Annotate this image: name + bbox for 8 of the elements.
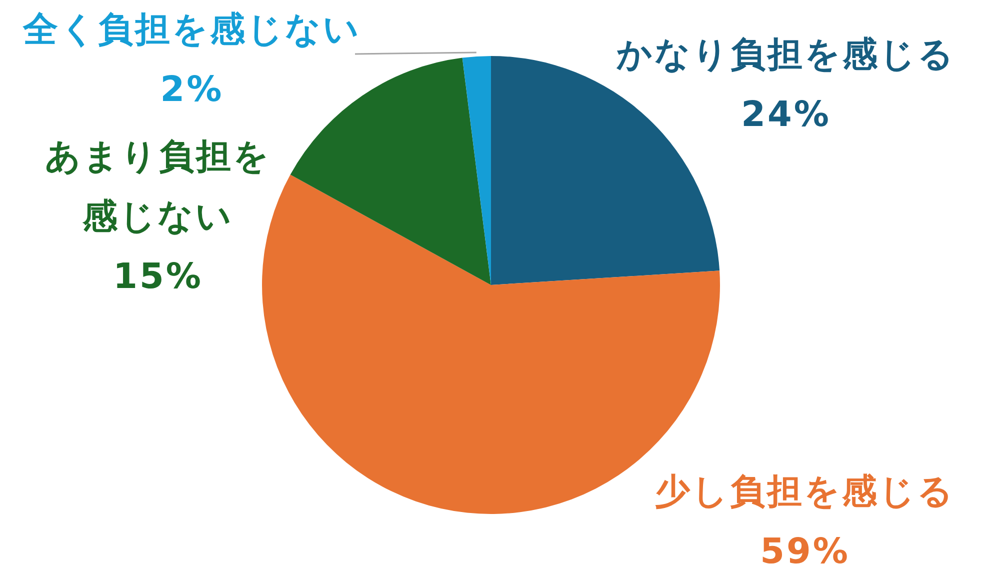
data-label: 24% [740,94,832,137]
data-label: 2% [159,69,225,112]
slice-label: かなり負担を感じる [616,34,956,77]
slice-label: あまり負担を感じない [44,136,272,239]
slice-label: 全く負担を感じない [22,9,362,52]
data-label: 15% [112,256,204,299]
data-label: 59% [759,531,851,569]
slice-label: 少し負担を感じる [654,471,956,514]
